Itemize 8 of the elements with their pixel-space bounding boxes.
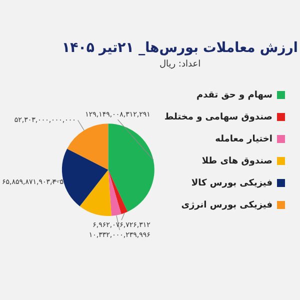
chart-title: ارزش معاملات بورس‌ها_ ۲۱تیر ۱۴۰۵ bbox=[62, 40, 298, 56]
chart-subtitle: اعداد: ریال bbox=[159, 60, 201, 70]
legend-label: فیزیکی بورس انرژی bbox=[181, 200, 273, 210]
legend-label: فیزیکی بورس کالا bbox=[191, 178, 273, 188]
legend-label: صندوق های طلا bbox=[202, 156, 272, 166]
legend-label: سهام و حق تقدم bbox=[196, 90, 273, 100]
legend-label: اختیار معامله bbox=[215, 134, 272, 144]
legend-label: صندوق سهامی و مختلط bbox=[164, 112, 272, 122]
